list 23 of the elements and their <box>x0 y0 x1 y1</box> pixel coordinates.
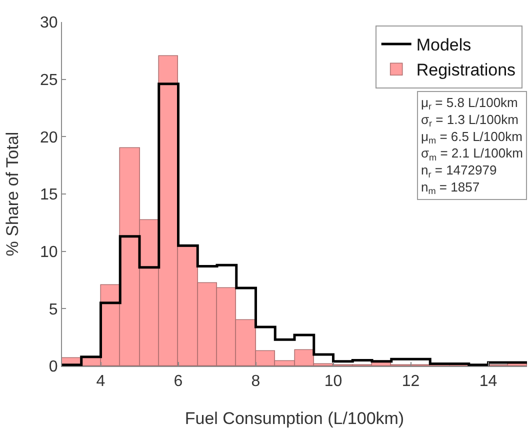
x-tick-label: 4 <box>96 373 106 390</box>
x-tick-label: 10 <box>324 373 342 390</box>
legend-label: Registrations <box>416 60 516 80</box>
x-tick-label: 12 <box>402 373 420 390</box>
x-tick-label: 6 <box>174 373 183 390</box>
y-axis-title: % Share of Total <box>3 132 22 256</box>
y-tick-label: 10 <box>40 244 58 261</box>
annotation: σ$_{r}$ = 1.3 L/100km <box>421 112 518 129</box>
annotation: μ$_{m}$ = 6.5 L/100km <box>421 128 522 146</box>
x-axis-title: Fuel Consumption (L/100km) <box>184 409 404 428</box>
annotation: σ$_{m}$ = 2.1 L/100km <box>421 146 523 162</box>
annotation: n$_{m}$ = 1857 <box>421 180 480 196</box>
y-tick-label: 25 <box>40 72 58 89</box>
y-tick-label: 5 <box>48 301 58 318</box>
annotation: μ$_{r}$ = 5.8 L/100km <box>421 95 518 112</box>
legend-label: Models <box>416 36 472 55</box>
y-tick-label: 20 <box>40 129 58 146</box>
y-tick-label: 0 <box>48 358 58 376</box>
x-tick-label: 8 <box>251 373 260 390</box>
y-tick-label: 15 <box>40 186 58 204</box>
x-tick-label: 14 <box>479 373 498 390</box>
y-tick-label: 30 <box>40 14 58 32</box>
annotation: n$_{r}$ = 1472979 <box>421 162 497 180</box>
